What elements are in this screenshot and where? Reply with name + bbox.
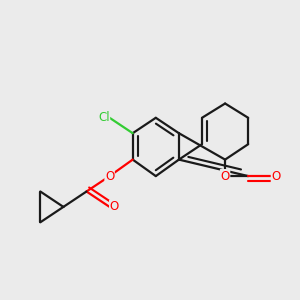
Text: O: O — [271, 169, 280, 183]
Text: O: O — [110, 200, 119, 213]
Text: Cl: Cl — [98, 111, 110, 124]
Text: O: O — [105, 169, 114, 183]
Text: O: O — [220, 169, 230, 183]
